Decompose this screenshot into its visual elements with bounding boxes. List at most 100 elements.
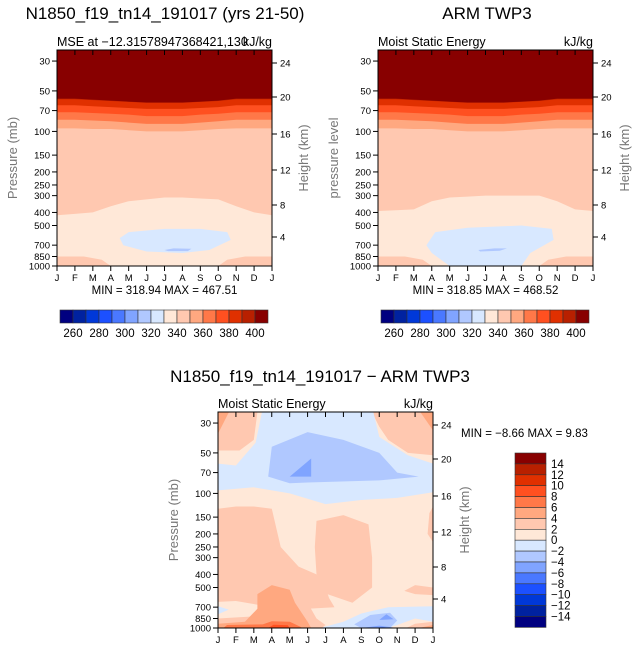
y-tick-label: 1000 — [350, 262, 371, 273]
colorbar-label: 260 — [384, 328, 403, 340]
units-label: kJ/kg — [404, 397, 433, 411]
x-tick-label: M — [446, 273, 454, 284]
height-tick-label: 8 — [441, 563, 446, 574]
x-tick-label: S — [358, 635, 364, 646]
panel1-title: N1850_f19_tn14_191017 (yrs 21-50) — [26, 4, 305, 23]
y-tick-label: 200 — [34, 167, 50, 178]
colorbar-label: 6 — [551, 503, 557, 515]
x-tick-label: M — [410, 273, 418, 284]
contour-band — [361, 625, 398, 628]
min-max-stats: MIN = −8.66 MAX = 9.83 — [461, 428, 588, 440]
contour-band — [427, 506, 433, 543]
x-tick-label: J — [216, 635, 221, 646]
height-tick-label: 12 — [601, 166, 612, 177]
x-tick-label: A — [269, 635, 276, 646]
colorbar-label: 14 — [551, 459, 564, 471]
colorbar-swatch — [536, 309, 551, 324]
colorbar-swatch — [562, 309, 577, 324]
y-tick-label: 850 — [355, 252, 371, 263]
y-tick-label: 400 — [34, 208, 50, 219]
contour-band — [539, 256, 593, 266]
colorbar-label: 360 — [193, 328, 212, 340]
colorbar-label: 360 — [514, 328, 533, 340]
colorbar-swatch — [514, 507, 547, 519]
y-tick-label: 300 — [34, 191, 50, 202]
height-tick-label: 8 — [601, 201, 606, 212]
y-tick-label: 400 — [355, 208, 371, 219]
y-tick-label: 1000 — [190, 624, 211, 635]
colorbar-label: 300 — [115, 328, 134, 340]
contour-band — [57, 50, 272, 103]
colorbar: 260 280 300 320 340 360 380 400 — [380, 309, 590, 340]
x-tick-label: S — [197, 273, 203, 284]
y-tick-label: 500 — [195, 583, 211, 594]
units-label: kJ/kg — [243, 35, 272, 49]
colorbar: 260 280 300 320 340 360 380 400 — [59, 309, 269, 340]
x-tick-label: J — [305, 635, 310, 646]
contour-band — [218, 585, 312, 628]
contour-band — [218, 506, 335, 609]
height-tick-label: 12 — [280, 166, 291, 177]
colorbar-swatch — [137, 309, 152, 324]
x-tick-label: J — [323, 635, 328, 646]
x-tick-label: O — [376, 635, 383, 646]
colorbar-swatch — [163, 309, 178, 324]
y-axis-label-right: Height (km) — [296, 124, 311, 191]
colorbar-swatch — [98, 309, 113, 324]
x-tick-label: M — [125, 273, 133, 284]
colorbar-label: 10 — [551, 481, 564, 493]
height-tick-label: 20 — [280, 93, 291, 104]
colorbar-swatch — [59, 309, 74, 324]
colorbar-swatch — [111, 309, 126, 324]
y-tick-label: 50 — [200, 448, 211, 459]
x-tick-label: A — [340, 635, 347, 646]
colorbar-swatch — [514, 518, 547, 530]
contour-band — [268, 624, 290, 628]
y-tick-label: 100 — [195, 489, 211, 500]
y-tick-label: 30 — [200, 419, 211, 430]
colorbar-label: −6 — [551, 568, 564, 580]
colorbar-swatch — [241, 309, 256, 324]
colorbar-swatch — [549, 309, 564, 324]
colorbar-swatch — [514, 463, 547, 476]
colorbar-label: 400 — [245, 328, 264, 340]
x-tick-label: F — [72, 273, 78, 284]
height-tick-label: 4 — [441, 595, 446, 606]
colorbar-swatch — [445, 309, 460, 324]
x-tick-label: A — [108, 273, 115, 284]
colorbar-label: −14 — [551, 612, 571, 624]
colorbar-swatch — [380, 309, 395, 324]
x-tick-label: D — [412, 635, 419, 646]
colorbar-swatch — [514, 539, 547, 552]
colorbar-swatch — [514, 616, 547, 628]
colorbar-swatch — [189, 309, 204, 324]
contour-fill — [57, 50, 272, 266]
y-tick-label: 70 — [200, 468, 211, 479]
x-tick-label: S — [518, 273, 524, 284]
contour-band — [478, 248, 507, 252]
x-tick-label: M — [89, 273, 97, 284]
contour-band — [378, 256, 432, 266]
x-tick-label: J — [270, 273, 275, 284]
contour-band — [218, 412, 258, 451]
y-tick-label: 150 — [34, 151, 50, 162]
panel-subtitle: MSE at −12.31578947368421,130 — [57, 35, 248, 49]
colorbar-swatch — [514, 561, 547, 574]
colorbar-label: −12 — [551, 601, 571, 613]
height-tick-label: 24 — [601, 59, 612, 70]
contour-band — [379, 614, 394, 620]
contour-band — [314, 515, 373, 603]
colorbar-label: 2 — [551, 524, 557, 536]
colorbar-swatch — [514, 583, 547, 595]
colorbar-swatch — [458, 309, 473, 324]
colorbar-swatch — [484, 309, 499, 324]
colorbar-swatch — [514, 452, 547, 465]
y-tick-label: 70 — [39, 106, 50, 117]
colorbar-swatch — [419, 309, 434, 324]
units-label: kJ/kg — [564, 35, 593, 49]
x-tick-label: J — [431, 635, 436, 646]
height-tick-label: 24 — [280, 59, 291, 70]
panel-subtitle: Moist Static Energy — [218, 397, 326, 411]
y-tick-label: 30 — [360, 57, 371, 68]
